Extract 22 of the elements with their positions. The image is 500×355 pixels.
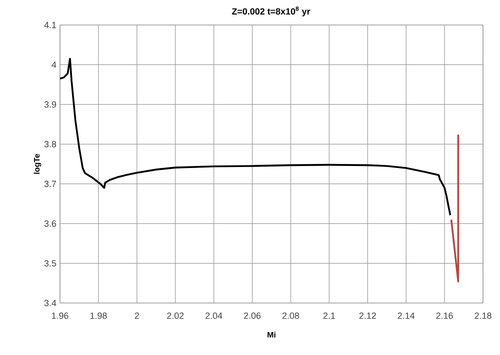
x-tick-label: 2.12 bbox=[359, 312, 376, 319]
y-tick-label: 3.4 bbox=[44, 300, 56, 306]
y-tick-label: 3.6 bbox=[44, 220, 56, 227]
y-tick-label: 3.7 bbox=[44, 180, 56, 188]
x-tick-label: 2.1 bbox=[323, 312, 335, 319]
x-tick-label: 2.02 bbox=[167, 312, 184, 319]
y-tick-label: 3.9 bbox=[44, 101, 56, 108]
x-tick-label: 2 bbox=[134, 312, 139, 319]
x-tick-label: 2.08 bbox=[282, 312, 300, 319]
x-tick-label: 2.06 bbox=[244, 312, 261, 319]
y-tick-label: 4.1 bbox=[44, 22, 56, 28]
x-tick-label: 2.16 bbox=[436, 312, 453, 319]
y-tick-label: 4 bbox=[52, 62, 56, 68]
y-tick-label: 3.5 bbox=[44, 260, 56, 266]
x-tick-label: 2.18 bbox=[474, 312, 492, 319]
x-tick-label: 2.04 bbox=[206, 312, 222, 319]
x-tick-label: 2.14 bbox=[398, 312, 415, 319]
chart-title: Z=0.002 t=8x10$^{8}$ yr bbox=[232, 6, 310, 16]
y-tick-label: 3.8 bbox=[44, 140, 56, 148]
x-tick-label: 1.96 bbox=[52, 312, 68, 319]
x-tick-label: 1.98 bbox=[90, 312, 107, 319]
line-series bbox=[60, 58, 452, 216]
